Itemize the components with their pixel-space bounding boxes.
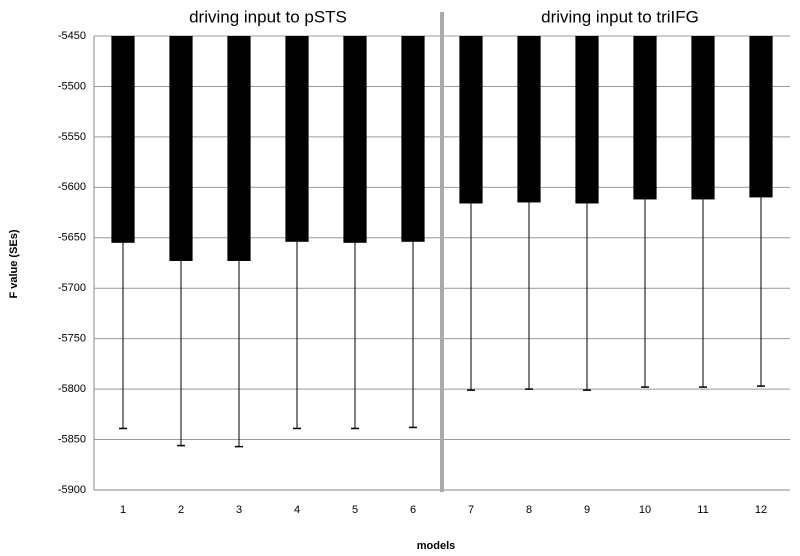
y-tick-label: -5850 [58,433,86,445]
y-tick-label: -5450 [58,30,86,42]
annotation: driving input to triIFG [541,7,699,26]
bar [691,36,715,200]
x-tick-label: 7 [468,504,474,516]
annotation: driving input to pSTS [189,7,347,26]
y-tick-label: -5900 [58,484,86,496]
x-tick-label: 9 [584,504,590,516]
x-tick-label: 12 [755,504,767,516]
bar [459,36,483,204]
y-tick-label: -5800 [58,383,86,395]
bar [517,36,541,203]
x-tick-label: 5 [352,504,358,516]
bar [401,36,425,242]
bar [575,36,599,204]
bar [169,36,193,261]
y-tick-label: -5600 [58,181,86,193]
x-tick-label: 6 [410,504,416,516]
y-tick-label: -5500 [58,80,86,92]
y-axis-label: F value (SEs) [8,229,20,298]
x-tick-label: 10 [639,504,651,516]
x-tick-label: 4 [294,504,300,516]
y-tick-label: -5700 [58,282,86,294]
x-tick-label: 1 [120,504,126,516]
bar [111,36,135,243]
bar [285,36,309,242]
y-tick-label: -5550 [58,131,86,143]
y-tick-label: -5650 [58,232,86,244]
x-tick-label: 2 [178,504,184,516]
bar [633,36,657,200]
bar [749,36,773,198]
x-tick-label: 8 [526,504,532,516]
x-tick-label: 11 [697,504,708,516]
bar [227,36,251,261]
y-tick-label: -5750 [58,333,86,345]
bar [343,36,367,243]
x-tick-label: 3 [236,504,242,516]
x-axis-label: models [417,540,456,552]
